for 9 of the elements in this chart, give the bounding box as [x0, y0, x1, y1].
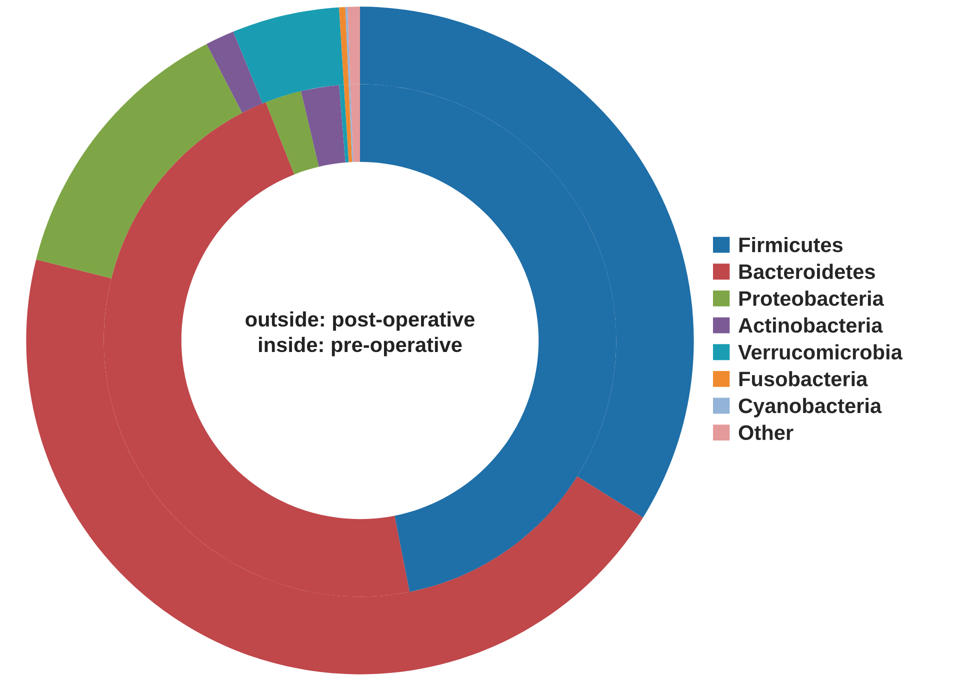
legend-label: Fusobacteria: [739, 371, 868, 386]
legend-label: Cyanobacteria: [738, 398, 882, 418]
legend-label: Bacteroidetes: [739, 264, 875, 280]
legend-label: Firmicutes: [739, 236, 843, 252]
legend-label: Actinobacteria: [738, 317, 883, 333]
text: outside: post-operative inside: pre-operative: [246, 311, 474, 356]
legend-label: Verrucomicrobia: [738, 344, 903, 360]
legend-label: Proteobacteria: [739, 290, 884, 306]
legend-label: Other: [738, 424, 794, 440]
